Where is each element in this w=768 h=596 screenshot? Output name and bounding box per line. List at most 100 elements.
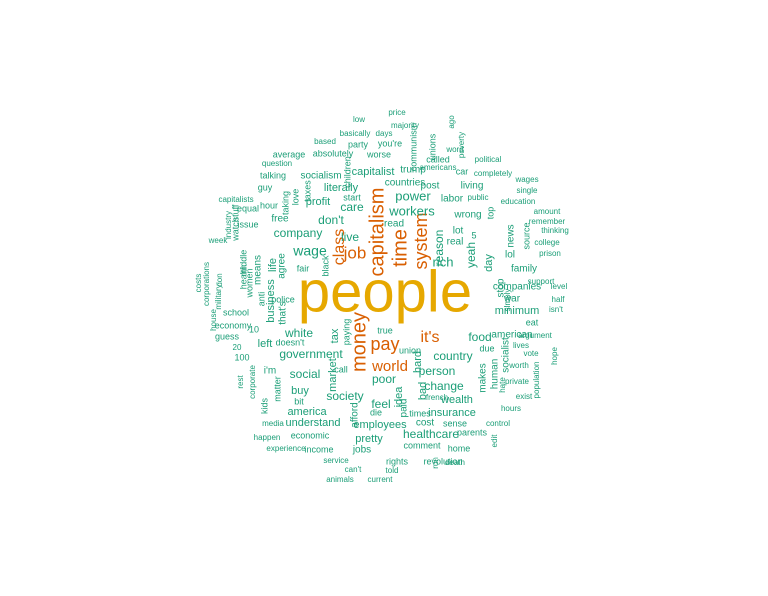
cloud-word: police (271, 294, 295, 304)
cloud-word: company (274, 226, 323, 240)
cloud-word: stuff (230, 204, 240, 221)
cloud-word: women (244, 268, 254, 298)
cloud-word: 100 (234, 352, 249, 362)
cloud-word: tax (329, 328, 341, 343)
cloud-word: insurance (428, 407, 476, 419)
cloud-word: live (341, 230, 359, 244)
cloud-word: war (503, 294, 521, 305)
cloud-word: pretty (355, 433, 383, 445)
cloud-word: comment (403, 440, 441, 450)
cloud-word: support (528, 277, 555, 286)
cloud-word: due (479, 343, 494, 353)
cloud-word: taking (280, 191, 290, 215)
cloud-word: you're (378, 138, 402, 148)
cloud-word: run (431, 457, 440, 469)
cloud-word: american (491, 330, 532, 341)
cloud-word: 5 (471, 230, 476, 240)
cloud-word: parents (457, 427, 488, 437)
cloud-word: income (304, 444, 333, 454)
cloud-word: buy (291, 385, 309, 397)
cloud-word: true (377, 325, 393, 335)
cloud-word: life (267, 258, 279, 272)
cloud-word: media (262, 419, 284, 428)
cloud-word: rich (433, 254, 454, 269)
cloud-word: watch (230, 217, 240, 242)
cloud-word: news (506, 224, 517, 247)
cloud-word: price (388, 108, 406, 117)
cloud-word: top (485, 207, 495, 220)
cloud-word: yeah (464, 242, 478, 268)
cloud-word: half (552, 295, 566, 304)
cloud-word: lol (505, 250, 515, 261)
cloud-word: person (419, 364, 456, 378)
cloud-word: die (370, 407, 382, 417)
cloud-word: hours (501, 404, 521, 413)
cloud-word: 10 (249, 324, 259, 334)
cloud-word: bad (417, 382, 429, 400)
cloud-word: pay (370, 334, 399, 354)
cloud-word: time (389, 229, 411, 267)
cloud-word: prison (539, 249, 561, 258)
cloud-word: college (534, 238, 560, 247)
cloud-word: world (371, 358, 408, 375)
cloud-word: poor (372, 372, 396, 386)
cloud-word: food (468, 330, 491, 344)
cloud-word: don (215, 273, 224, 286)
cloud-word: literally (324, 182, 359, 194)
cloud-word: absolutely (313, 148, 354, 158)
cloud-word: source (521, 222, 531, 249)
cloud-word: can't (345, 465, 362, 474)
cloud-word: public (468, 193, 489, 202)
cloud-word: social (290, 367, 321, 381)
cloud-word: guess (215, 331, 240, 341)
cloud-word: reason (432, 230, 446, 267)
cloud-word: home (448, 443, 471, 453)
cloud-word: people (298, 259, 472, 324)
cloud-word: economy (215, 320, 252, 330)
cloud-word: edit (490, 434, 499, 448)
cloud-word: isn't (549, 305, 564, 314)
cloud-word: middle (238, 250, 248, 277)
cloud-word: week (208, 236, 229, 245)
cloud-word: level (551, 282, 568, 291)
cloud-word: day (483, 254, 495, 272)
cloud-word: exist (516, 392, 533, 401)
cloud-word: equal (237, 203, 259, 213)
cloud-word: union (399, 345, 421, 355)
cloud-word: money (348, 312, 370, 372)
cloud-word: service (323, 456, 349, 465)
cloud-word: class (331, 229, 348, 265)
cloud-word: america (287, 406, 327, 418)
cloud-word: employees (353, 419, 407, 431)
cloud-word: control (486, 419, 510, 428)
cloud-word: thinking (541, 226, 569, 235)
cloud-word: capitalists (218, 195, 253, 204)
cloud-word: sense (443, 418, 467, 428)
cloud-word: makes (478, 363, 489, 392)
cloud-word: party (348, 139, 369, 149)
cloud-word: wrong (453, 210, 481, 221)
cloud-word: afford (350, 402, 361, 427)
cloud-word: job (343, 243, 367, 262)
cloud-word: healthcare (403, 427, 459, 441)
cloud-word: it's (420, 329, 439, 346)
cloud-word: bit (294, 396, 304, 406)
cloud-word: basically (340, 129, 371, 138)
cloud-word: lot (453, 226, 464, 237)
cloud-word: communism (408, 123, 418, 172)
cloud-word: economic (291, 430, 330, 440)
cloud-word: human (490, 359, 501, 390)
cloud-word: wages (514, 175, 538, 184)
cloud-word: power (395, 188, 431, 203)
cloud-word: corporate (248, 365, 257, 399)
cloud-word: family (511, 264, 537, 275)
cloud-word: socialism (300, 171, 341, 182)
cloud-word: animals (326, 475, 354, 484)
cloud-word: don't (318, 213, 344, 227)
cloud-word: issue (237, 219, 258, 229)
cloud-word: corporations (202, 262, 211, 306)
cloud-word: capitalist (352, 166, 395, 178)
cloud-word: read (384, 219, 404, 230)
cloud-word: government (279, 347, 343, 361)
